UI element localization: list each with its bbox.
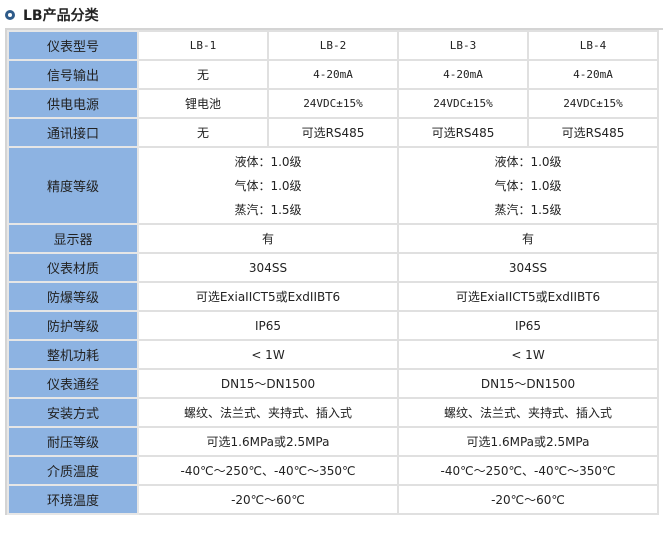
row-label: 安装方式	[7, 397, 139, 428]
cell: 4-20mA	[527, 59, 659, 90]
row-label: 防护等级	[7, 310, 139, 341]
cell: 可选1.6MPa或2.5MPa	[397, 426, 659, 457]
cell: 24VDC±15%	[527, 88, 659, 119]
cell: 有	[397, 223, 659, 254]
row-label: 精度等级	[7, 146, 139, 225]
cell: LB-1	[137, 30, 269, 61]
accuracy-line: 气体：1.0级	[234, 178, 302, 193]
row-signal: 信号输出无 4-20mA 4-20mA 4-20mA	[7, 59, 659, 90]
cell: IP65	[137, 310, 399, 341]
cell: 24VDC±15%	[397, 88, 529, 119]
cell: -40℃～250℃、-40℃～350℃	[397, 455, 659, 486]
section-title-text: LB产品分类	[23, 8, 99, 24]
accuracy-line: 液体：1.0级	[234, 154, 302, 169]
cell: DN15～DN1500	[137, 368, 399, 399]
row-label: 仪表型号	[7, 30, 139, 61]
cell: 可选1.6MPa或2.5MPa	[137, 426, 399, 457]
row-spec: 安装方式 螺纹、法兰式、夹持式、插入式 螺纹、法兰式、夹持式、插入式	[7, 397, 659, 428]
accuracy-line: 液体：1.0级	[494, 154, 562, 169]
bullet-icon	[5, 10, 15, 20]
accuracy-line: 蒸汽：1.5级	[234, 202, 302, 217]
cell: 锂电池	[137, 88, 269, 119]
cell: 4-20mA	[397, 59, 529, 90]
row-label: 防爆等级	[7, 281, 139, 312]
row-spec: 显示器有有	[7, 223, 659, 254]
row-spec: 防爆等级 可选ExiaIICT5或ExdIIBT6 可选ExiaIICT5或ExdI…	[7, 281, 659, 312]
cell: LB-3	[397, 30, 529, 61]
cell: 24VDC±15%	[267, 88, 399, 119]
accuracy-line: 气体：1.0级	[494, 178, 562, 193]
row-spec: 仪表材质 304SS 304SS	[7, 252, 659, 283]
cell: 螺纹、法兰式、夹持式、插入式	[397, 397, 659, 428]
cell: -20℃～60℃	[397, 484, 659, 515]
section-title: LB产品分类	[5, 5, 99, 25]
cell: < 1W	[137, 339, 399, 370]
cell: 304SS	[397, 252, 659, 283]
row-power: 供电电源 锂电池 24VDC±15% 24VDC±15% 24VDC±15%	[7, 88, 659, 119]
cell: IP65	[397, 310, 659, 341]
row-label: 整机功耗	[7, 339, 139, 370]
accuracy-cell: 液体：1.0级 气体：1.0级 蒸汽：1.5级	[397, 146, 659, 225]
cell: 4-20mA	[267, 59, 399, 90]
row-model: 仪表型号 LB-1 LB-2 LB-3 LB-4	[7, 30, 659, 61]
cell: 无	[137, 59, 269, 90]
cell: LB-4	[527, 30, 659, 61]
cell: 可选ExiaIICT5或ExdIIBT6	[137, 281, 399, 312]
cell: LB-2	[267, 30, 399, 61]
row-spec: 介质温度 -40℃～250℃、-40℃～350℃ -40℃～250℃、-40℃～35…	[7, 455, 659, 486]
row-label: 仪表通经	[7, 368, 139, 399]
cell: 304SS	[137, 252, 399, 283]
row-spec: 环境温度 -20℃～60℃ -20℃～60℃	[7, 484, 659, 515]
product-table: 仪表型号 LB-1 LB-2 LB-3 LB-4 信号输出无 4-20mA 4-20mA 4-2…	[5, 28, 663, 515]
cell: DN15～DN1500	[397, 368, 659, 399]
row-spec: 耐压等级 可选1.6MPa或2.5MPa 可选1.6MPa或2.5MPa	[7, 426, 659, 457]
row-label: 信号输出	[7, 59, 139, 90]
cell: 无	[137, 117, 269, 148]
cell: -40℃～250℃、-40℃～350℃	[137, 455, 399, 486]
cell: 可选ExiaIICT5或ExdIIBT6	[397, 281, 659, 312]
row-accuracy: 精度等级 液体：1.0级 气体：1.0级 蒸汽：1.5级 液体：1.0级 气体：1.0级蒸…	[7, 146, 659, 225]
row-label: 显示器	[7, 223, 139, 254]
cell: 有	[137, 223, 399, 254]
cell: 可选RS485	[397, 117, 529, 148]
row-spec: 整机功耗 < 1W < 1W	[7, 339, 659, 370]
row-spec: 仪表通经 DN15～DN1500 DN15～DN1500	[7, 368, 659, 399]
row-label: 耐压等级	[7, 426, 139, 457]
row-comm: 通讯接口无可选RS485 可选RS485 可选RS485	[7, 117, 659, 148]
cell: < 1W	[397, 339, 659, 370]
row-label: 介质温度	[7, 455, 139, 486]
accuracy-cell: 液体：1.0级 气体：1.0级 蒸汽：1.5级	[137, 146, 399, 225]
cell: -20℃～60℃	[137, 484, 399, 515]
row-label: 供电电源	[7, 88, 139, 119]
cell: 螺纹、法兰式、夹持式、插入式	[137, 397, 399, 428]
row-label: 仪表材质	[7, 252, 139, 283]
accuracy-line: 蒸汽：1.5级	[494, 202, 562, 217]
row-label: 环境温度	[7, 484, 139, 515]
cell: 可选RS485	[527, 117, 659, 148]
row-label: 通讯接口	[7, 117, 139, 148]
cell: 可选RS485	[267, 117, 399, 148]
row-spec: 防护等级 IP65 IP65	[7, 310, 659, 341]
